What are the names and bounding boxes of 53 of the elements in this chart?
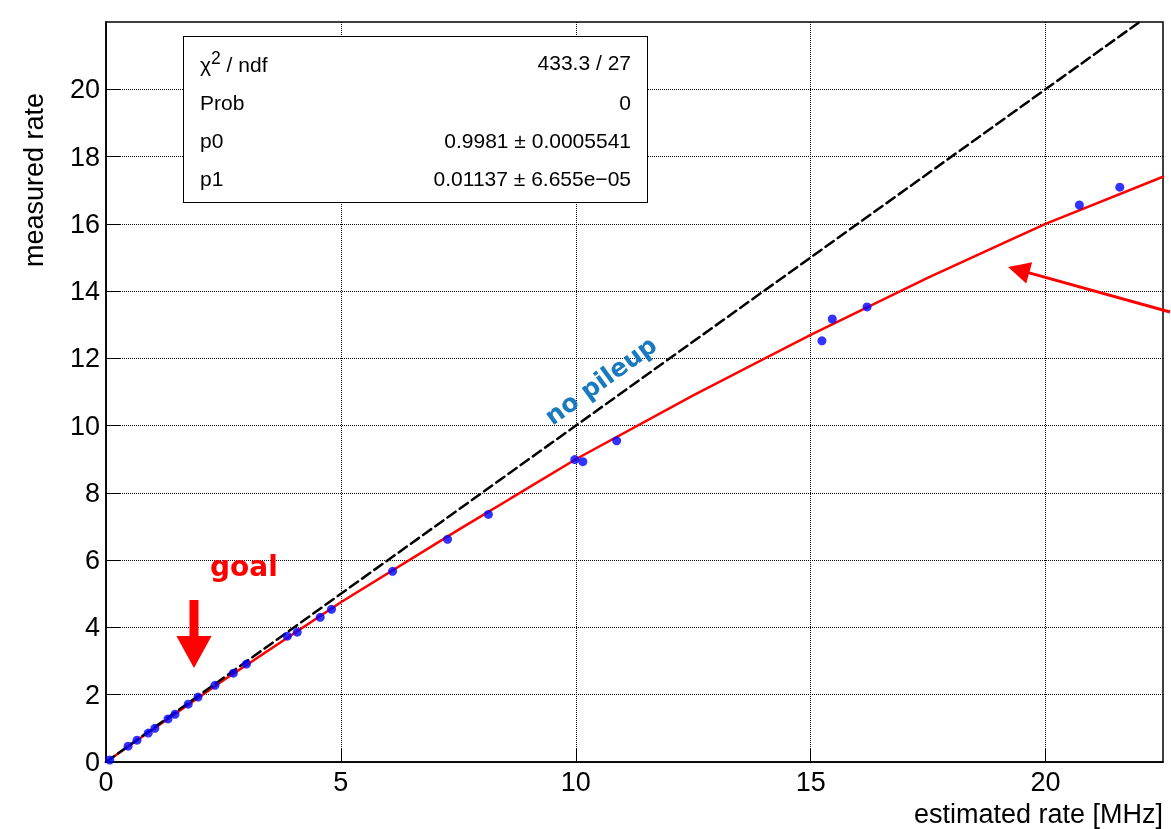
- y-tick-label: 14: [69, 276, 100, 307]
- point: [170, 709, 180, 719]
- x-tick-label: 10: [560, 766, 591, 797]
- point: [327, 604, 336, 614]
- point: [570, 455, 580, 465]
- x-tick-label: 5: [333, 766, 349, 797]
- x-axis-title: estimated rate [MHz]: [913, 798, 1163, 829]
- y-tick-label: 8: [84, 477, 100, 508]
- point: [123, 741, 133, 751]
- point: [483, 509, 493, 519]
- y-tick-label: 12: [69, 343, 100, 374]
- point: [1115, 182, 1125, 192]
- point: [388, 566, 398, 576]
- point: [315, 612, 325, 622]
- annotation: p0: [199, 128, 225, 154]
- y-tick-label: 2: [84, 679, 100, 710]
- point: [1074, 200, 1084, 210]
- point: [578, 457, 588, 467]
- point: [163, 714, 173, 724]
- y-tick-label: 0: [84, 747, 100, 777]
- annotation: 0: [618, 90, 632, 116]
- point: [282, 631, 292, 641]
- annotation: 0.01137 ± 6.655e−05: [432, 166, 632, 192]
- annotation: goal: [210, 549, 278, 583]
- y-tick-label: 20: [69, 74, 100, 105]
- annotation: χ$^{2}$ / ndf: [199, 47, 269, 78]
- annotation: Prob: [199, 90, 246, 116]
- y-tick-label: 18: [69, 141, 100, 172]
- point: [132, 735, 142, 745]
- y-axis-title: measured rate: [19, 92, 49, 268]
- annotation: 433.3 / 27: [536, 49, 632, 76]
- point: [150, 723, 160, 733]
- annotation: p1: [199, 166, 225, 192]
- point: [105, 755, 115, 765]
- point: [228, 668, 238, 678]
- annotation: 0.9981 ± 0.0005541: [443, 128, 632, 154]
- point: [443, 534, 453, 544]
- point: [862, 302, 872, 312]
- point: [817, 336, 827, 346]
- point: [612, 436, 622, 446]
- y-tick-label: 4: [84, 612, 100, 643]
- point: [292, 627, 302, 637]
- point: [183, 699, 193, 709]
- point: [193, 692, 203, 702]
- x-tick-label: 20: [1030, 766, 1061, 797]
- point: [827, 314, 837, 324]
- y-tick-label: 6: [84, 545, 100, 576]
- point: [210, 680, 220, 690]
- y-tick-label: 10: [69, 410, 100, 441]
- point: [241, 659, 251, 669]
- point: [143, 728, 153, 738]
- x-tick-label: 15: [795, 766, 826, 797]
- y-tick-label: 16: [69, 208, 100, 239]
